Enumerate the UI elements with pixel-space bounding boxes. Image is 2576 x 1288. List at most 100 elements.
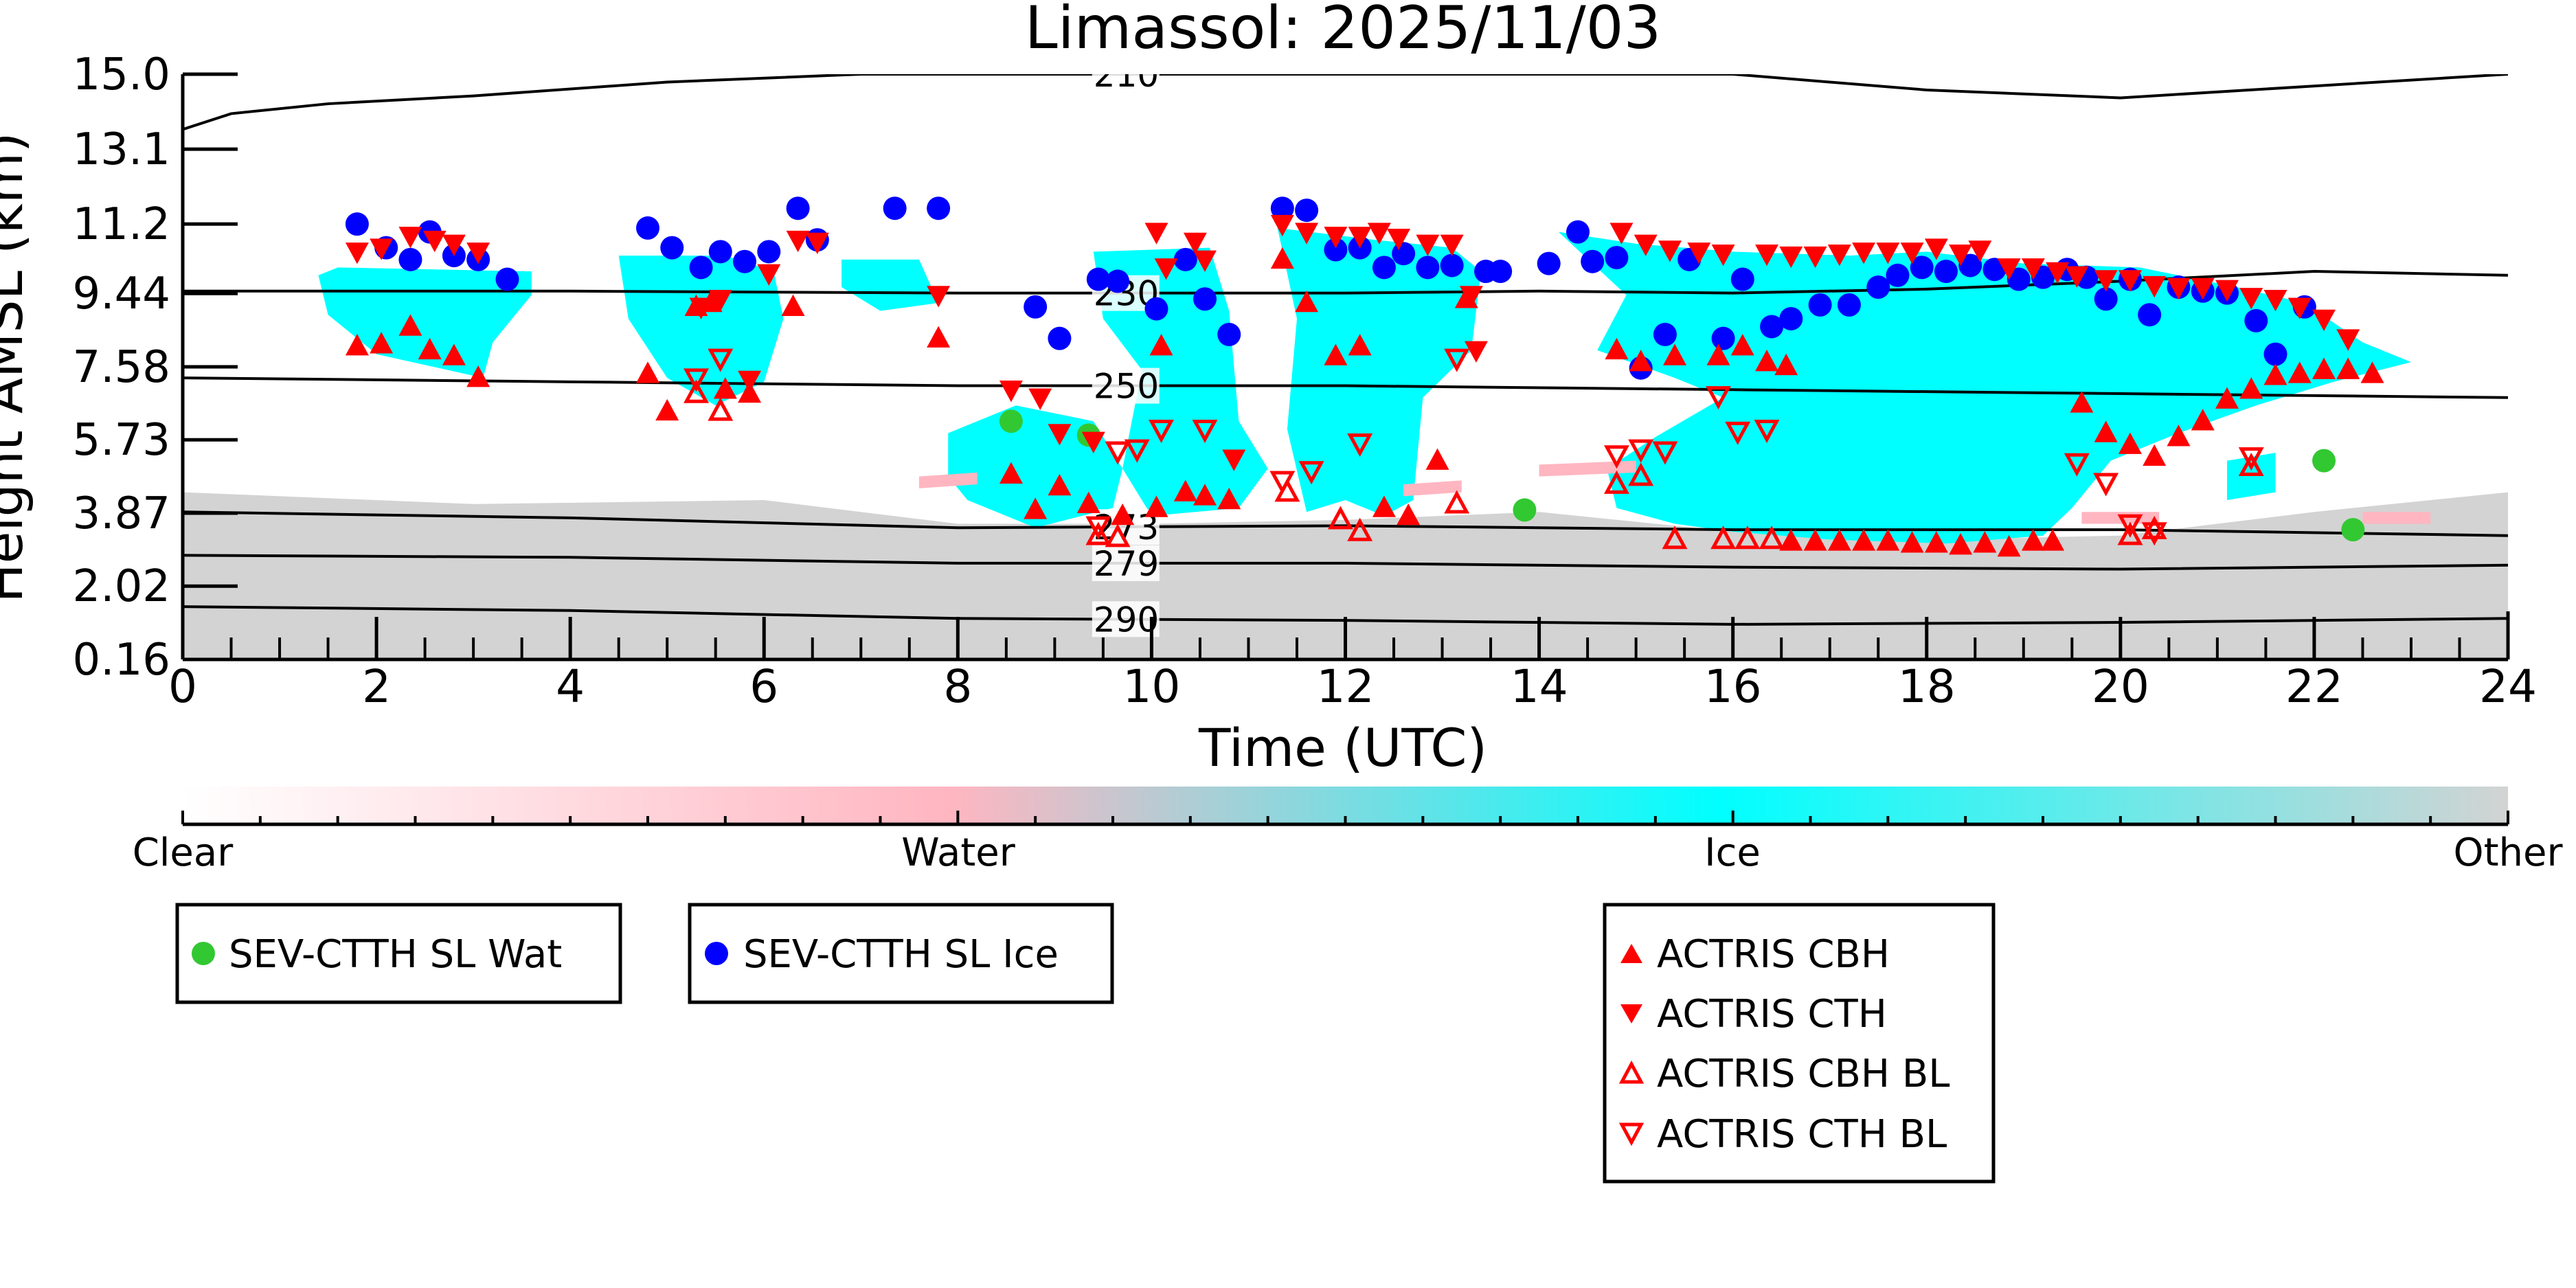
- x-tick-label: 2: [362, 660, 391, 713]
- point-actris-cth-bl: [1725, 421, 1751, 445]
- legend-marker-triangle-down-open: [1618, 1122, 1645, 1146]
- point-sev-ctth-sl-ice: [1106, 269, 1130, 293]
- point-actris-cth: [2118, 270, 2142, 292]
- point-actris-cth-bl: [2064, 453, 2090, 477]
- point-actris-cth: [2239, 288, 2263, 310]
- point-actris-cbh: [1774, 353, 1798, 376]
- legend-label: SEV-CTTH SL Ice: [743, 932, 1059, 977]
- point-actris-cbh: [1425, 448, 1449, 470]
- point-actris-cth-bl: [1269, 471, 1296, 495]
- point-actris-cbh: [398, 314, 422, 336]
- y-tick-label: 7.58: [73, 342, 171, 393]
- y-tick-label: 13.1: [73, 124, 171, 175]
- point-actris-cth: [1183, 232, 1207, 255]
- point-actris-cth-bl: [1085, 516, 1111, 540]
- point-actris-cth-bl: [1192, 419, 1218, 443]
- point-actris-cbh: [1193, 484, 1217, 506]
- point-actris-cbh-bl: [1735, 526, 1761, 550]
- point-actris-cth: [2287, 297, 2312, 319]
- legend-label: ACTRIS CTH: [1657, 992, 1887, 1037]
- x-tick-label: 12: [1317, 660, 1375, 713]
- region-ice: [1277, 227, 1481, 517]
- x-tick-label: 0: [168, 660, 197, 713]
- point-actris-cth: [2094, 270, 2118, 292]
- contour-label-bg: [1092, 368, 1160, 404]
- point-actris-cbh: [1803, 529, 1827, 551]
- point-actris-cth: [2065, 266, 2089, 288]
- colorbar-label-clear: Clear: [133, 831, 234, 875]
- point-sev-ctth-sl-ice: [345, 212, 369, 236]
- point-actris-cbh: [1397, 503, 1421, 526]
- point-actris-cth: [708, 290, 732, 312]
- point-actris-cth: [1900, 242, 1924, 264]
- point-sev-ctth-sl-ice: [1416, 256, 1440, 280]
- point-actris-cbh: [1605, 337, 1629, 360]
- point-actris-cth-bl: [1105, 441, 1131, 465]
- x-tick-label: 24: [2479, 660, 2537, 713]
- point-actris-cth: [927, 286, 951, 308]
- point-actris-cbh: [1827, 529, 1851, 551]
- point-sev-ctth-sl-ice: [1295, 199, 1319, 223]
- x-tick-label: 8: [943, 660, 972, 713]
- point-actris-cbh: [1755, 350, 1779, 372]
- x-tick-label: 22: [2285, 660, 2343, 713]
- point-actris-cth-bl: [1754, 419, 1780, 443]
- y-tick-label: 3.87: [73, 488, 171, 539]
- y-tick-label: 9.44: [73, 269, 171, 319]
- point-actris-cth-bl: [1444, 348, 1470, 372]
- point-sev-ctth-sl-ice: [1024, 295, 1048, 319]
- point-actris-cth-bl: [1628, 439, 1654, 463]
- point-actris-cbh: [1173, 479, 1197, 501]
- contour-line-273: [183, 510, 2508, 537]
- point-actris-cth: [398, 227, 422, 249]
- point-actris-cth: [999, 381, 1023, 403]
- point-actris-cbh: [927, 326, 951, 348]
- point-actris-cth: [422, 230, 447, 253]
- point-actris-cbh-bl: [1662, 526, 1688, 550]
- point-actris-cth-bl: [1347, 433, 1373, 457]
- point-actris-cbh: [1730, 334, 1754, 356]
- point-sev-ctth-sl-ice: [757, 240, 781, 264]
- point-actris-cth-bl: [2141, 522, 2167, 546]
- point-actris-cth: [1348, 227, 1372, 249]
- point-actris-cbh: [1973, 531, 1997, 553]
- contour-line-250: [183, 376, 2508, 399]
- point-actris-cth: [1779, 246, 1803, 269]
- point-sev-ctth-sl-ice: [1537, 251, 1561, 275]
- point-actris-cbh: [1949, 533, 1973, 555]
- point-actris-cth: [1154, 258, 1178, 280]
- point-actris-cth: [1968, 240, 1992, 262]
- point-sev-ctth-sl-ice: [1910, 256, 1934, 280]
- point-sev-ctth-sl-ice: [733, 249, 757, 273]
- legend-label: ACTRIS CBH: [1657, 932, 1890, 977]
- point-sev-ctth-sl-ice: [1711, 326, 1735, 350]
- point-sev-ctth-sl-ice: [1489, 260, 1513, 284]
- x-axis-label: Time (UTC): [1198, 717, 1487, 778]
- point-actris-cbh-bl: [2141, 515, 2167, 539]
- point-actris-cbh: [1876, 529, 1900, 551]
- point-actris-cbh: [1663, 343, 1687, 365]
- point-actris-cbh: [636, 361, 659, 383]
- point-actris-cbh: [655, 398, 679, 421]
- point-actris-cbh: [2287, 361, 2312, 383]
- point-actris-cbh: [2191, 409, 2215, 431]
- point-actris-cth: [757, 264, 781, 286]
- point-actris-cth: [1997, 258, 2021, 280]
- point-actris-cbh: [713, 377, 737, 399]
- point-actris-cth: [805, 232, 829, 255]
- point-actris-cth: [689, 297, 713, 319]
- point-actris-cbh: [2118, 432, 2142, 454]
- region-ice: [1093, 247, 1268, 517]
- point-actris-cbh-bl: [1710, 526, 1737, 550]
- colorbar-label-other: Other: [2453, 831, 2563, 875]
- point-sev-ctth-sl-wat: [2312, 449, 2336, 473]
- point-actris-cth-bl: [1298, 461, 1324, 485]
- contour-label-290: 290: [1094, 600, 1159, 640]
- point-actris-cth: [1755, 244, 1779, 267]
- legend-marker-blue-circle: [705, 942, 728, 965]
- point-actris-cth-bl: [1652, 441, 1678, 465]
- point-sev-ctth-sl-ice: [1581, 249, 1605, 273]
- point-actris-cbh-bl: [2238, 453, 2264, 477]
- x-tick-label: 18: [1898, 660, 1956, 713]
